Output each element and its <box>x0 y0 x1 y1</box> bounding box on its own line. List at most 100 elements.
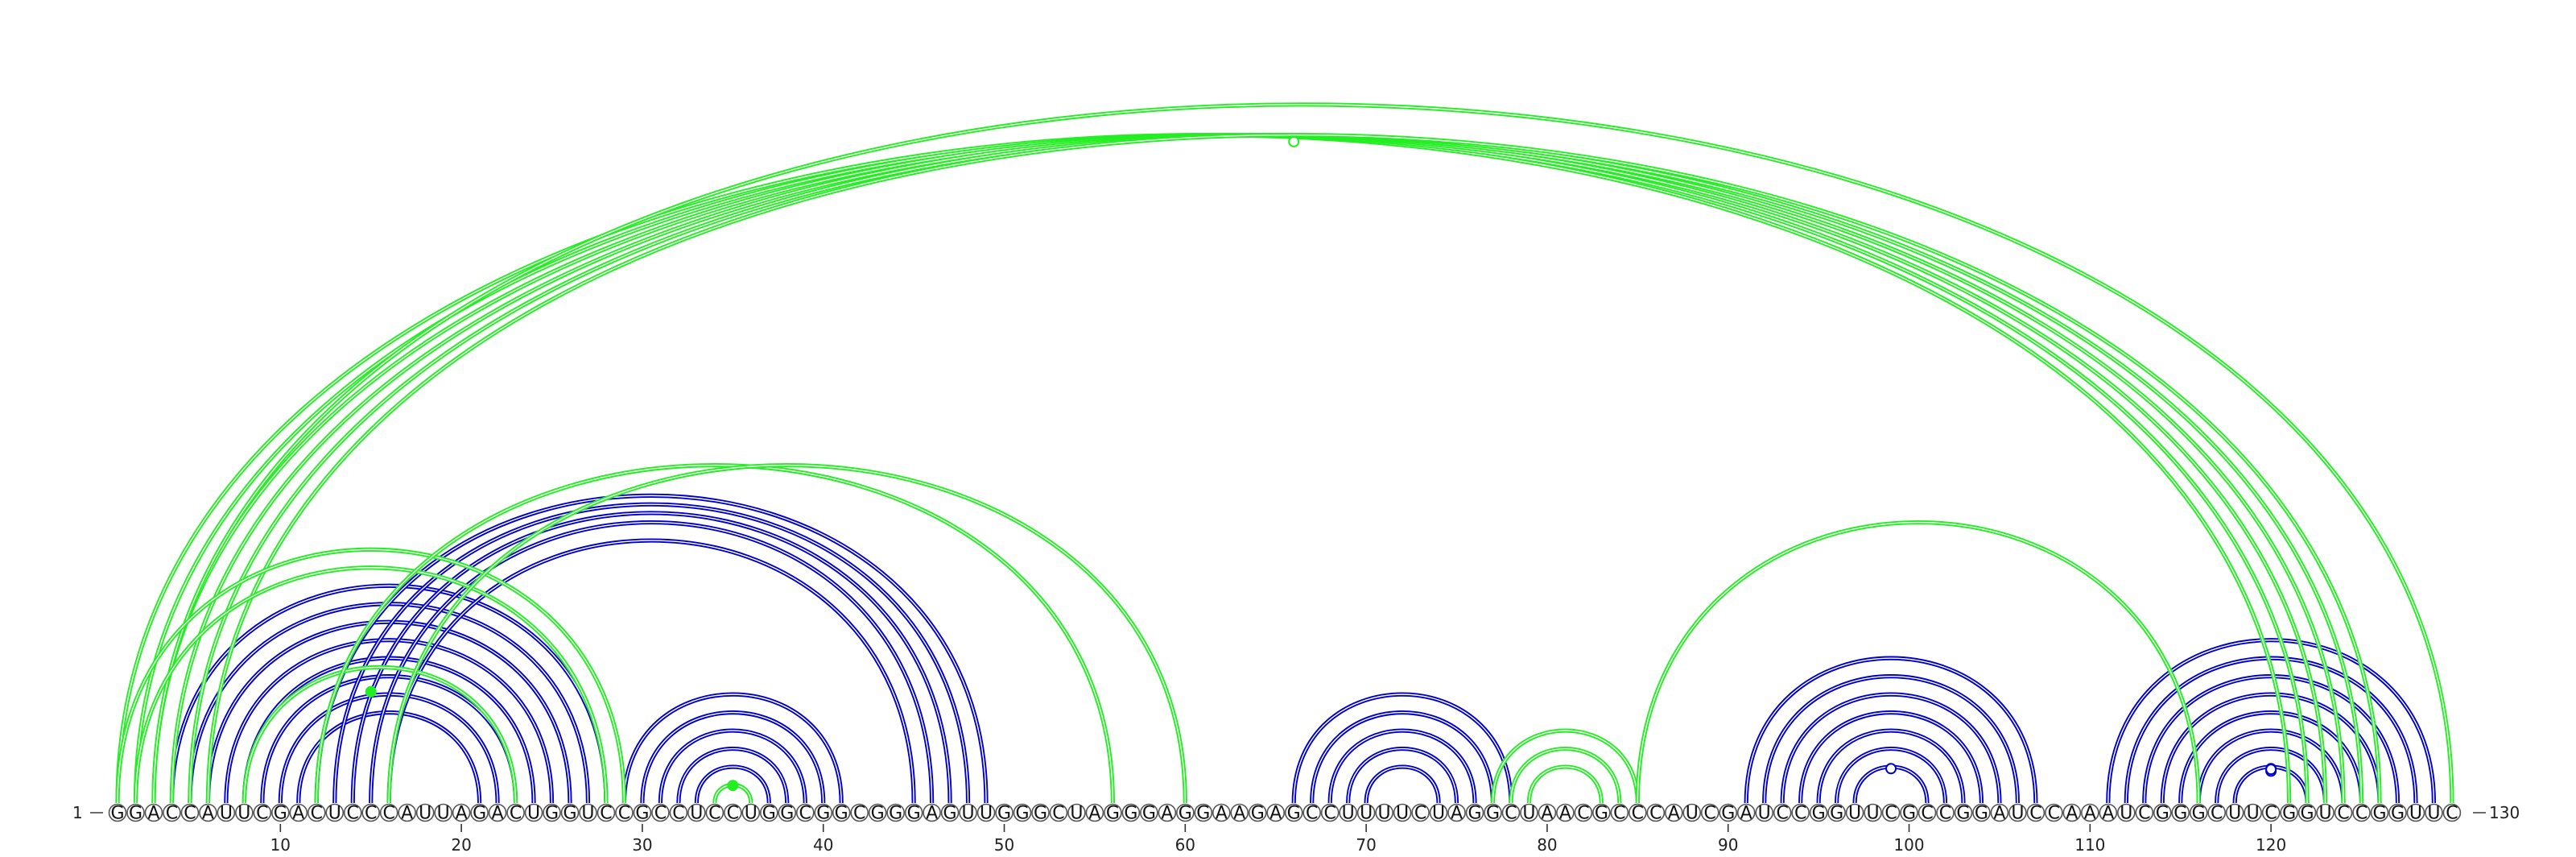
nucleotide: U <box>1520 804 1538 824</box>
position-tick: 70 <box>1356 824 1377 855</box>
nucleotide: C <box>1646 804 1666 824</box>
nucleotide: C <box>2207 804 2226 824</box>
nucleotide: C <box>651 804 670 824</box>
arc-marker <box>2265 764 2277 776</box>
svg-text:U: U <box>2319 804 2332 824</box>
svg-text:U: U <box>1522 804 1535 824</box>
svg-text:C: C <box>2355 804 2368 824</box>
nucleotide: U <box>434 804 452 824</box>
nucleotide: C <box>2045 804 2063 824</box>
base-pair-arc <box>314 463 1115 804</box>
nucleotide: U <box>524 804 543 824</box>
svg-text:90: 90 <box>1718 835 1738 855</box>
nucleotide: G <box>1809 804 1828 824</box>
base-pair-arc <box>133 565 609 804</box>
nucleotide: U <box>2244 804 2262 824</box>
base-pair-arc <box>1291 692 1513 804</box>
svg-text:C: C <box>1794 804 1806 824</box>
svg-text:C: C <box>1323 804 1335 824</box>
position-tick: 80 <box>1537 824 1558 855</box>
nucleotide: A <box>1158 804 1177 824</box>
nucleotide: G <box>1900 804 1918 824</box>
base-pair-arc <box>1762 674 2020 804</box>
nucleotide: C <box>597 804 616 824</box>
svg-text:G: G <box>1902 804 1916 824</box>
nucleotide: U <box>217 804 236 824</box>
nucleotide: U <box>1845 804 1864 824</box>
svg-text:G: G <box>2282 804 2296 824</box>
arc-marker <box>727 780 739 792</box>
nucleotide: G <box>1248 804 1267 824</box>
nucleotide: U <box>2316 804 2334 824</box>
svg-text:G: G <box>1975 804 1988 824</box>
nucleotide: C <box>2261 804 2281 824</box>
svg-text:A: A <box>2084 804 2096 824</box>
svg-text:C: C <box>2048 804 2060 824</box>
nucleotide: C <box>1049 804 1068 824</box>
svg-text:A: A <box>1233 804 1245 824</box>
svg-text:G: G <box>1830 804 1843 824</box>
base-pair-arc <box>2106 638 2437 804</box>
svg-text:G: G <box>1956 804 1970 824</box>
base-pair-arc <box>2196 728 2346 804</box>
base-pair-arc <box>205 133 2382 804</box>
base-pair-arc <box>296 710 482 804</box>
svg-text:C: C <box>799 804 811 824</box>
nucleotide: G <box>1031 804 1050 824</box>
nucleotide: G <box>470 804 489 824</box>
svg-text:C: C <box>2138 804 2150 824</box>
position-tick: 40 <box>813 824 833 855</box>
sequence-backbone: 1 130 <box>72 803 2520 822</box>
svg-text:A: A <box>1269 804 1282 824</box>
svg-text:A: A <box>1451 804 1463 824</box>
base-pair-arcs <box>115 102 2454 804</box>
arc-markers <box>365 135 2277 792</box>
svg-text:U: U <box>437 804 450 824</box>
nucleotide: U <box>1393 804 1412 824</box>
svg-text:U: U <box>1070 804 1083 824</box>
base-pair-arc <box>205 619 572 804</box>
svg-text:30: 30 <box>632 835 652 855</box>
svg-text:G: G <box>2156 804 2169 824</box>
nucleotide: C <box>705 804 724 824</box>
svg-text:G: G <box>545 804 559 824</box>
nucleotide: G <box>868 804 887 824</box>
svg-text:U: U <box>2427 804 2440 824</box>
svg-text:G: G <box>1812 804 1826 824</box>
base-pair-arc <box>1816 728 1966 804</box>
svg-text:C: C <box>1939 804 1951 824</box>
svg-text:C: C <box>1505 804 1517 824</box>
nucleotide: G <box>271 804 290 824</box>
svg-text:G: G <box>563 804 576 824</box>
svg-text:C: C <box>347 804 359 824</box>
nucleotide: C <box>1629 804 1647 824</box>
nucleotide: C <box>361 804 381 824</box>
nucleotide: G <box>1194 804 1213 824</box>
base-pair-arc <box>133 133 2310 804</box>
svg-text:G: G <box>2192 804 2206 824</box>
svg-text:10: 10 <box>270 835 291 855</box>
svg-text:G: G <box>1287 804 1301 824</box>
svg-text:G: G <box>635 804 649 824</box>
svg-text:G: G <box>110 804 124 824</box>
position-ruler: 10 20 30 40 50 60 70 80 90 100 110 120 <box>270 824 2286 855</box>
svg-text:C: C <box>2211 804 2223 824</box>
nucleotide: C <box>1773 804 1792 824</box>
nucleotide: G <box>2370 804 2389 824</box>
base-pair-arc <box>350 511 952 804</box>
nucleotide: G <box>2153 804 2172 824</box>
nucleotide: A <box>1664 804 1683 824</box>
nucleotide: A <box>1085 804 1104 824</box>
nucleotide: G <box>778 804 797 824</box>
position-tick: 60 <box>1175 824 1195 855</box>
nucleotide: U <box>976 804 996 824</box>
svg-text:G: G <box>1595 804 1608 824</box>
base-pair-arc <box>332 502 971 804</box>
nucleotide: U <box>1356 804 1376 824</box>
svg-text:U: U <box>1342 804 1355 824</box>
svg-text:U: U <box>1686 804 1699 824</box>
svg-text:C: C <box>184 804 196 824</box>
nucleotide: U <box>1067 804 1086 824</box>
